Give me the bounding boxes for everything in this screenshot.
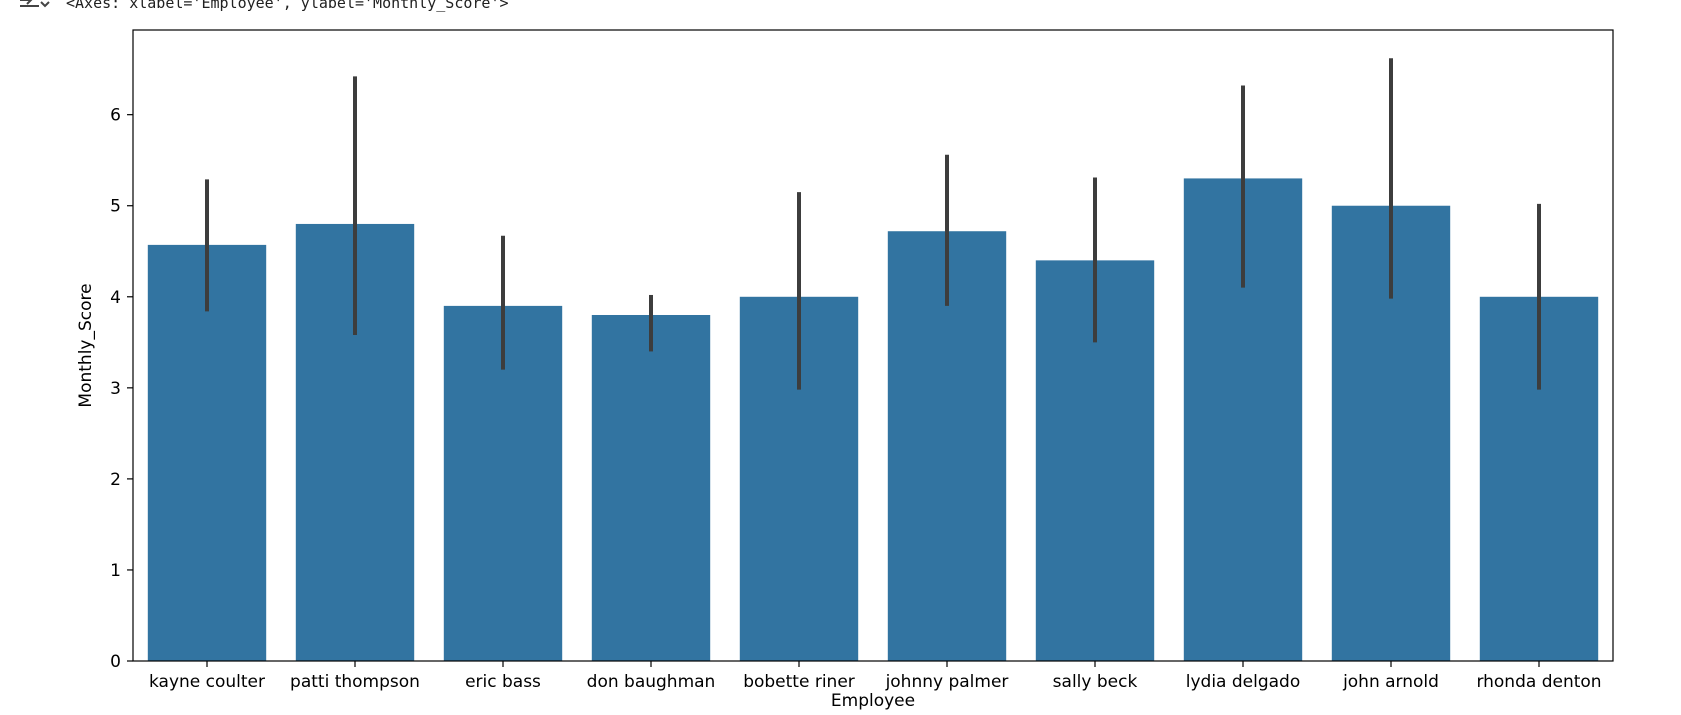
- y-axis: 0 1 2 3 4 5 6: [110, 106, 133, 672]
- bars-group: [147, 178, 1599, 662]
- x-tick-label: eric bass: [465, 672, 541, 692]
- x-tick-label: don baughman: [587, 672, 716, 692]
- x-tick-label: johnny palmer: [885, 672, 1009, 692]
- cell-output-row: <Axes: xlabel='Employee', ylabel='Monthl…: [0, 0, 1681, 16]
- output-toggle-icon[interactable]: [17, 0, 51, 16]
- x-tick-label: sally beck: [1053, 672, 1138, 692]
- y-tick-label: 5: [110, 197, 121, 217]
- x-tick-label: rhonda denton: [1476, 672, 1601, 692]
- bar-kayne-coulter: [147, 244, 267, 662]
- output-text: <Axes: xlabel='Employee', ylabel='Monthl…: [66, 0, 509, 12]
- y-axis-title: Monthly_Score: [76, 283, 96, 407]
- y-tick-label: 4: [110, 288, 121, 308]
- error-bars-group: [205, 58, 1541, 390]
- x-axis-title: Employee: [831, 691, 915, 711]
- y-tick-label: 1: [110, 561, 121, 581]
- y-tick-label: 2: [110, 470, 121, 490]
- y-tick-label: 0: [110, 652, 121, 672]
- x-tick-label: john arnold: [1342, 672, 1439, 692]
- y-tick-label: 6: [110, 106, 121, 126]
- plot-frame: [132, 29, 1614, 662]
- x-tick-label: kayne coulter: [149, 672, 265, 692]
- bar-don-baughman: [591, 314, 711, 661]
- y-tick-label: 3: [110, 379, 121, 399]
- x-axis: kayne coulter patti thompson eric bass don …: [149, 661, 1602, 692]
- x-tick-label: bobette riner: [743, 672, 855, 692]
- x-tick-label: patti thompson: [290, 672, 420, 692]
- x-tick-label: lydia delgado: [1186, 672, 1301, 692]
